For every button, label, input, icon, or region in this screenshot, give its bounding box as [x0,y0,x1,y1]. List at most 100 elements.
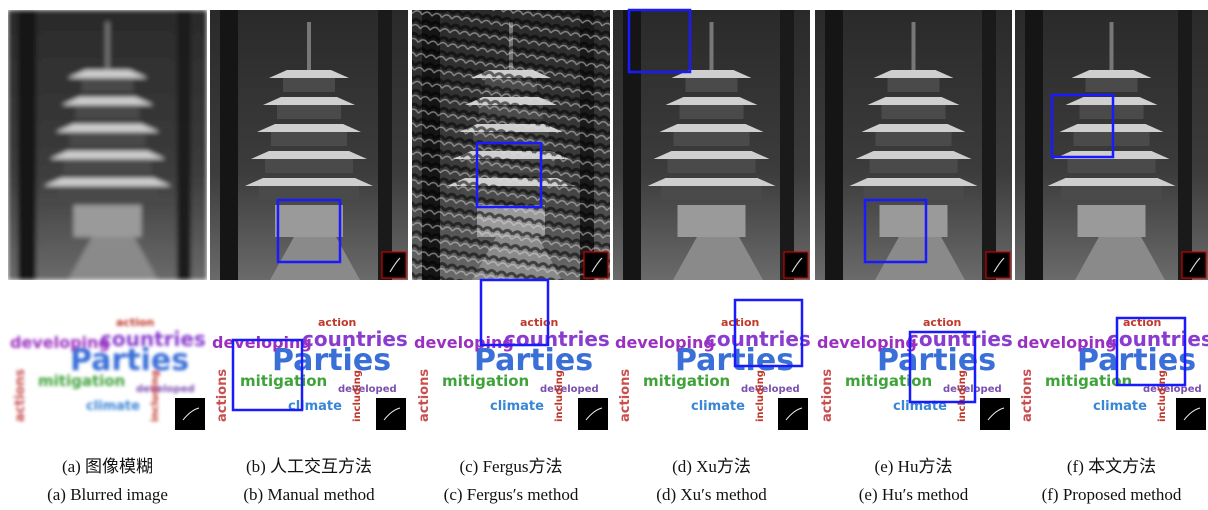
cloud-word: developing [615,333,715,352]
cloud-word: developed [338,384,397,395]
cloud-word: action [318,316,356,329]
caption-zh: (e) Hu方法 [875,457,953,476]
tier-roof [56,124,160,132]
tier-wall [70,130,146,146]
tier-wall [680,103,744,119]
cloud-word: mitigation [240,372,327,390]
kernel-inset [578,398,608,430]
caption-zh: (d) Xu方法 [672,457,751,476]
cloud-word: developing [817,333,917,352]
tree-trunk [378,10,392,280]
tier-roof [660,124,764,132]
figure: Partiescountriesdevelopingmitigationclim… [0,0,1208,510]
tier-wall [876,130,952,146]
tier-wall [1062,184,1162,200]
tier-roof [1048,178,1176,186]
cloud-word: countries [302,327,408,351]
cloud-word: including [957,370,968,422]
cloud-word: climate [490,399,544,414]
spire [1110,22,1114,70]
ringing-artifacts [412,10,610,280]
tier-wall [58,184,158,200]
pagoda-base [678,205,746,237]
tier-roof [245,178,373,186]
cloud-word: mitigation [1045,372,1132,390]
word-cloud: Partiescountriesdevelopingmitigationclim… [1017,316,1208,430]
spire [307,22,311,70]
pagoda-photo [613,10,810,280]
cloud-word: mitigation [643,372,730,390]
pagoda-photo [1015,10,1208,280]
cloud-word: countries [504,327,610,351]
cloud-word: action [520,316,558,329]
tier-wall [64,157,152,173]
word-cloud: Partiescountriesdevelopingmitigationclim… [414,316,610,430]
kernel-inset [778,398,808,430]
cloud-word: developed [136,384,195,395]
caption-en: (a) Blurred image [47,485,168,504]
tree-trunk [220,10,238,280]
tree-trunk [623,10,641,280]
kernel-inset [980,398,1010,430]
cloud-word: mitigation [845,372,932,390]
tier-wall [674,130,750,146]
cloud-word: climate [691,399,745,414]
tree-trunk [18,10,36,280]
tier-wall [870,157,958,173]
cloud-word: developed [943,384,1002,395]
cloud-word: action [721,316,759,329]
photo-content [1015,10,1208,280]
tree-trunk [982,10,996,280]
cloud-word: climate [86,399,140,414]
tree-trunk [177,10,191,280]
cloud-word: mitigation [442,372,529,390]
caption-en: (f) Proposed method [1042,485,1182,504]
cloud-word: climate [1093,399,1147,414]
cloud-word: actions [1020,369,1035,422]
tier-roof [850,178,978,186]
tier-roof [50,151,166,159]
tier-roof [862,124,966,132]
cloud-word: countries [100,327,206,351]
tier-wall [259,184,359,200]
pagoda-base [74,205,142,237]
spire [710,22,714,70]
cloud-word: developed [741,384,800,395]
tier-roof [856,151,972,159]
tier-wall [1068,157,1156,173]
cloud-word: countries [1107,327,1208,351]
tier-wall [864,184,964,200]
tier-roof [257,124,361,132]
cloud-word: actions [417,369,432,422]
tier-wall [265,157,353,173]
pagoda-photo [8,10,207,280]
panel: Partiescountriesdevelopingmitigationclim… [412,10,610,504]
tree-trunk [780,10,794,280]
caption-en: (c) Fergus′s method [444,485,579,504]
photo-content [815,10,1012,280]
tier-roof [648,178,776,186]
kernel-inset [376,398,406,430]
tier-roof [44,178,172,186]
tier-wall [882,103,946,119]
caption-zh: (b) 人工交互方法 [246,457,372,476]
cloud-word: mitigation [38,372,125,390]
cloud-word: including [554,370,565,422]
cloud-word: including [755,370,766,422]
tree-trunk [1178,10,1192,280]
pagoda-photo [210,10,408,280]
tier-roof [251,151,367,159]
caption-en: (b) Manual method [243,485,375,504]
cloud-word: developed [540,384,599,395]
cloud-word: actions [13,369,28,422]
pagoda-photo [412,10,610,280]
photo-content [613,10,810,280]
tier-wall [888,76,940,92]
caption-zh: (c) Fergus方法 [459,457,562,476]
tier-wall [82,76,134,92]
cloud-word: developing [1017,333,1117,352]
tier-wall [686,76,738,92]
pagoda-photo [815,10,1012,280]
tier-wall [662,184,762,200]
cloud-word: including [1157,370,1168,422]
